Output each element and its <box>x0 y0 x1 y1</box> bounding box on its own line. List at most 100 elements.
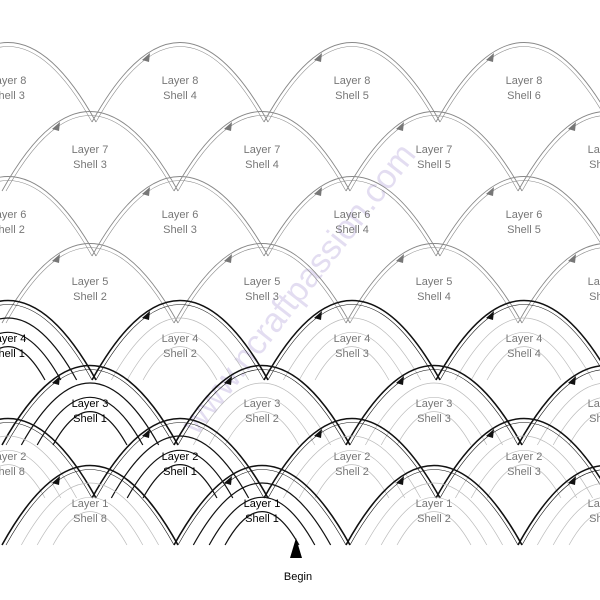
shell-arc <box>345 464 523 546</box>
shell-arc <box>517 465 600 546</box>
layer-label: Layer 5 <box>588 276 600 288</box>
inner-arc <box>52 511 128 546</box>
inner-arc <box>298 331 406 381</box>
inner-arc <box>21 482 159 546</box>
inner-arc <box>193 382 331 446</box>
shell-arc-echo <box>5 115 175 192</box>
shell-arc <box>1 111 179 192</box>
direction-arrow <box>224 376 232 385</box>
layer-label: Layer 4 <box>162 333 199 345</box>
shell-arc <box>517 365 600 446</box>
inner-arc <box>396 411 472 446</box>
layer-label: Layer 5 <box>416 276 453 288</box>
direction-arrow <box>314 429 322 438</box>
layer-label: Layer 5 <box>244 276 281 288</box>
inner-arc <box>283 317 421 381</box>
inner-arc <box>0 435 77 499</box>
inner-arc <box>314 464 390 499</box>
shell-label: Shell 3 <box>417 413 451 425</box>
layer-label: Layer 8 <box>506 75 543 87</box>
shell-arc-echo <box>349 115 519 192</box>
shell-label: Shell 4 <box>507 348 541 360</box>
direction-arrow <box>396 254 404 263</box>
shell-arc <box>263 299 441 381</box>
direction-arrow <box>486 311 494 320</box>
shell-label: Shell 4 <box>589 413 600 425</box>
inner-arc <box>126 331 234 381</box>
shell-label: Shell 2 <box>163 348 197 360</box>
layer-label: Layer 6 <box>334 209 371 221</box>
layer-label: Layer 2 <box>0 451 26 463</box>
shell-arc <box>0 42 97 123</box>
inner-arc <box>455 435 593 499</box>
shell-arc-echo <box>521 369 600 446</box>
shell-arc <box>517 243 600 324</box>
layer-label: Layer 3 <box>588 398 600 410</box>
layer-label: Layer 2 <box>506 451 543 463</box>
inner-arc <box>283 435 421 499</box>
shell-label: Shell 8 <box>73 513 107 525</box>
inner-arc <box>36 496 144 546</box>
inner-arc <box>36 396 144 446</box>
inner-arc <box>470 449 578 499</box>
direction-arrow <box>142 429 150 438</box>
direction-arrow <box>486 429 494 438</box>
inner-arc <box>110 435 250 499</box>
layer-label: Layer 4 <box>506 333 543 345</box>
inner-arc <box>142 464 218 499</box>
shell-arc-echo <box>177 469 347 546</box>
shell-label: Shell 8 <box>0 466 25 478</box>
shell-label: Shell 3 <box>163 224 197 236</box>
inner-arc <box>224 411 300 446</box>
shell-arc-echo <box>177 369 347 446</box>
layer-label: Layer 6 <box>0 209 26 221</box>
shell-arc <box>91 417 269 499</box>
inner-arc <box>0 346 46 381</box>
shell-arc <box>345 111 523 192</box>
direction-arrow <box>396 122 404 131</box>
shell-arc-echo <box>521 115 600 192</box>
shell-label: Shell 5 <box>507 224 541 236</box>
begin-arrow <box>290 538 302 558</box>
shell-arc <box>0 417 97 499</box>
layer-label: Layer 1 <box>588 498 600 510</box>
inner-arc <box>380 496 488 546</box>
shell-arc-echo <box>267 180 437 257</box>
shell-arc-echo <box>521 247 600 324</box>
direction-arrow <box>224 254 232 263</box>
inner-arc <box>224 511 300 546</box>
shell-label: Shell 2 <box>245 413 279 425</box>
shell-arc <box>435 299 600 381</box>
shell-label: Shell 5 <box>589 291 600 303</box>
shell-label: Shell 5 <box>335 90 369 102</box>
direction-arrow <box>142 187 150 196</box>
shell-label: Shell 6 <box>507 90 541 102</box>
shell-label: Shell 6 <box>589 159 600 171</box>
shell-arc-echo <box>0 180 93 257</box>
shell-arc-echo <box>0 46 93 123</box>
inner-arc <box>20 382 160 446</box>
shell-arc <box>173 464 351 546</box>
shell-arc-echo <box>439 304 600 381</box>
shell-arc-echo <box>267 422 437 499</box>
shell-arc <box>91 42 269 123</box>
direction-arrow <box>486 187 494 196</box>
shell-label: Shell 3 <box>73 159 107 171</box>
inner-arc <box>568 512 600 546</box>
direction-arrow <box>568 122 576 131</box>
shell-arc <box>173 111 351 192</box>
shell-label: Shell 5 <box>417 159 451 171</box>
shell-label: Shell 1 <box>163 466 197 478</box>
shell-arc-echo <box>0 304 93 381</box>
layer-label: Layer 8 <box>334 75 371 87</box>
inner-arc <box>0 464 46 499</box>
shell-arc <box>435 417 600 499</box>
shell-arc <box>91 176 269 257</box>
shell-label: Shell 4 <box>335 224 369 236</box>
direction-arrow <box>52 122 60 131</box>
shell-label: Shell 2 <box>417 513 451 525</box>
shell-arc <box>435 176 600 257</box>
inner-arc <box>0 317 78 381</box>
direction-arrow <box>396 476 404 485</box>
direction-arrow <box>224 476 232 485</box>
